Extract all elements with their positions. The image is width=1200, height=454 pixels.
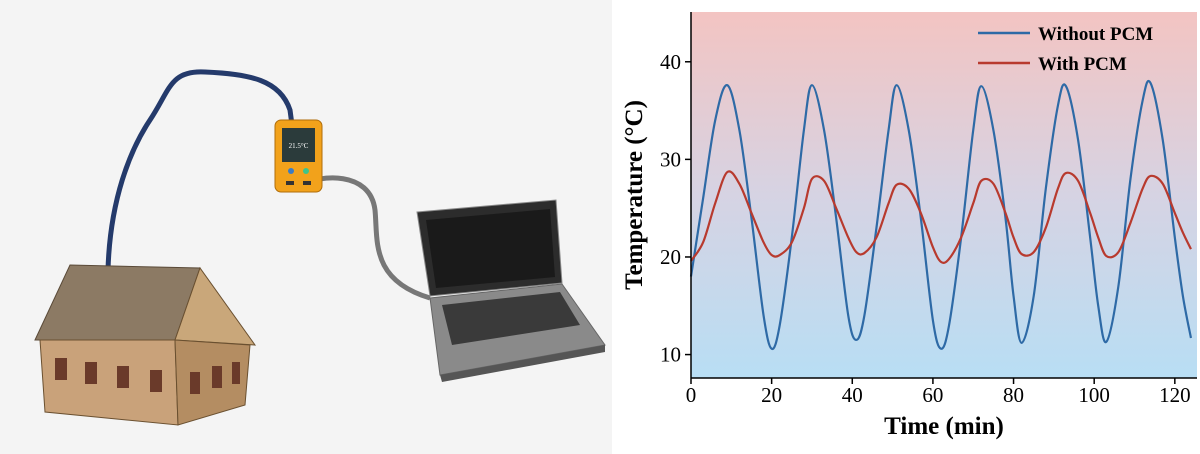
legend-label: Without PCM <box>1038 24 1153 45</box>
button <box>303 181 311 185</box>
x-tick-label: 100 <box>1078 383 1110 407</box>
logger-screen <box>282 128 315 162</box>
y-tick-label: 20 <box>660 245 681 269</box>
laptop-display <box>426 209 555 288</box>
x-tick-label: 60 <box>922 383 943 407</box>
x-tick-label: 80 <box>1003 383 1024 407</box>
y-tick-label: 30 <box>660 147 681 171</box>
illustration: 21.5°C <box>0 0 612 454</box>
x-axis-title: Time (min) <box>884 413 1004 440</box>
cable <box>105 69 295 271</box>
button <box>288 168 294 174</box>
plot <box>689 79 1193 351</box>
logger-reading: 21.5°C <box>289 142 309 150</box>
x-tick-label: 20 <box>761 383 782 407</box>
laptop-edge <box>440 345 605 382</box>
windows <box>55 358 240 394</box>
x-tick-label: 40 <box>842 383 863 407</box>
cable <box>298 175 431 301</box>
button <box>286 181 294 185</box>
y-tick-label: 40 <box>660 50 681 74</box>
button <box>303 168 309 174</box>
legend-label: With PCM <box>1038 54 1127 75</box>
data-line <box>690 170 1192 264</box>
keyboard <box>442 292 580 345</box>
x-tick-label: 120 <box>1159 383 1191 407</box>
y-tick-label: 10 <box>660 343 681 367</box>
y-axis-title: Temperature (°C) <box>621 100 648 290</box>
data-line <box>689 79 1193 351</box>
x-tick-label: 0 <box>686 383 697 407</box>
